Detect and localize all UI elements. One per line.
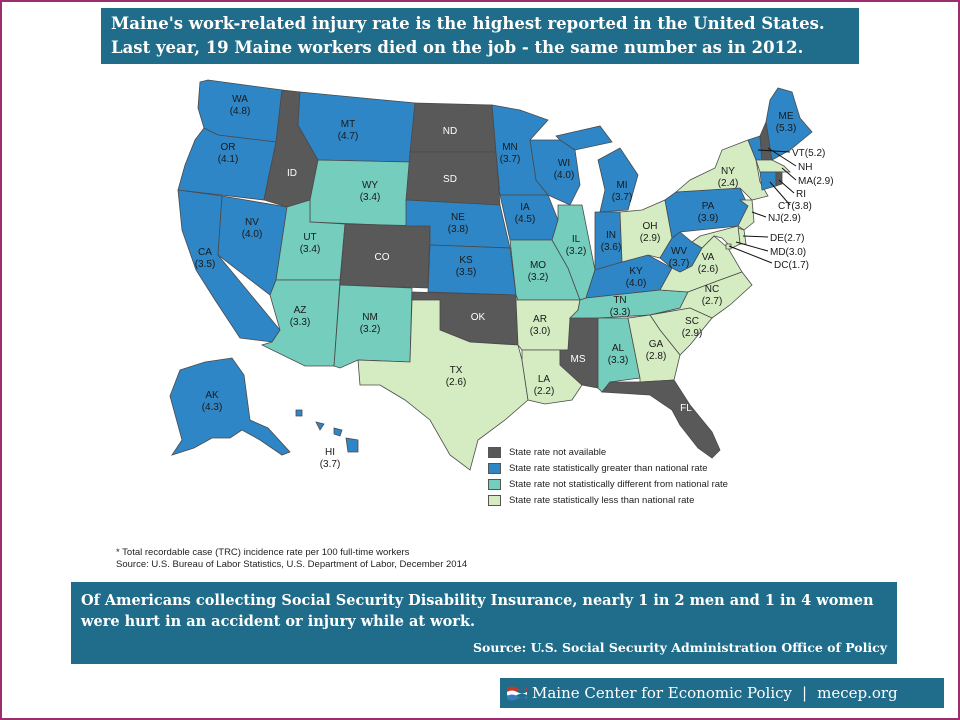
label-nm: NM (3.2) (360, 312, 381, 335)
label-wi: WI (4.0) (554, 158, 575, 181)
label-ca: CA (3.5) (195, 247, 216, 270)
state-ct (759, 171, 777, 191)
label-ar: AR (3.0) (530, 314, 551, 337)
footer-divider: | (802, 684, 808, 702)
label-wa: WA (4.8) (230, 94, 251, 117)
label-mt: MT (4.7) (338, 119, 359, 142)
label-sd: SD (443, 174, 457, 185)
label-va: VA (2.6) (698, 252, 719, 275)
legend-label: State rate not available (509, 446, 607, 458)
label-md: MD(3.0) (770, 247, 806, 258)
state-ma (755, 159, 791, 173)
footnote: * Total recordable case (TRC) incidence … (116, 547, 410, 558)
headline-line-1: Maine's work-related injury rate is the … (111, 14, 825, 33)
label-ky: KY (4.0) (626, 266, 647, 289)
label-mn: MN (3.7) (500, 142, 521, 165)
label-ia: IA (4.5) (515, 202, 536, 225)
label-id: ID (287, 168, 297, 179)
label-la: LA (2.2) (534, 374, 555, 397)
state-hi (295, 409, 359, 453)
label-ks: KS (3.5) (456, 255, 477, 278)
state-ri (775, 171, 783, 187)
state-dc (725, 243, 732, 250)
state-tx (357, 299, 529, 471)
label-nj: NJ(2.9) (768, 213, 801, 224)
state-mi (555, 125, 639, 213)
map-legend: State rate not available State rate stat… (488, 444, 728, 508)
label-mi: MI (3.7) (612, 180, 633, 203)
label-ok: OK (471, 312, 486, 323)
headline-banner: Maine's work-related injury rate is the … (101, 8, 859, 64)
label-al: AL (3.3) (608, 343, 629, 366)
state-ak (169, 357, 291, 456)
legend-item-less: State rate statistically less than natio… (488, 492, 728, 508)
label-co: CO (375, 252, 390, 263)
legend-item-not-available: State rate not available (488, 444, 728, 460)
legend-label: State rate statistically greater than na… (509, 462, 708, 474)
label-dc: DC(1.7) (774, 260, 809, 271)
label-ut: UT (3.4) (300, 232, 321, 255)
callout-source: Source: U.S. Social Security Administrat… (473, 640, 887, 655)
label-ma: MA(2.9) (798, 176, 834, 187)
state-me (765, 87, 813, 161)
footer-brand: Maine Center for Economic Policy | mecep… (500, 678, 944, 708)
label-il: IL (3.2) (566, 234, 587, 257)
callout-banner: Of Americans collecting Social Security … (71, 582, 897, 664)
label-hi: HI (3.7) (320, 447, 341, 470)
label-ne: NE (3.8) (448, 212, 469, 235)
label-vt: VT(5.2) (792, 148, 825, 159)
callout-line-1: Of Americans collecting Social Security … (81, 592, 874, 609)
label-in: IN (3.6) (601, 230, 622, 253)
legend-label: State rate not statistically different f… (509, 478, 728, 490)
label-wy: WY (3.4) (360, 180, 381, 203)
label-nh: NH (798, 162, 812, 173)
legend-swatch (488, 446, 501, 458)
label-nd: ND (443, 126, 457, 137)
legend-item-not-different: State rate not statistically different f… (488, 476, 728, 492)
legend-item-greater: State rate statistically greater than na… (488, 460, 728, 476)
state-ga (627, 314, 681, 383)
label-pa: PA (3.9) (698, 201, 719, 224)
us-injury-rate-map: WA (4.8) OR (4.1) CA (3.5) NV (4.0) ID MT (4.… (169, 79, 834, 471)
label-mo: MO (3.2) (528, 260, 549, 283)
legend-swatch (488, 494, 501, 506)
legend-label: State rate statistically less than natio… (509, 494, 695, 506)
headline-line-2: Last year, 19 Maine workers died on the … (111, 38, 804, 57)
callout-leaders (728, 147, 797, 264)
legend-swatch (488, 478, 501, 490)
legend-swatch (488, 462, 501, 474)
callout-line-2: were hurt in an accident or injury while… (81, 613, 476, 630)
state-nc (649, 271, 753, 319)
label-sc: SC (2.9) (682, 316, 703, 339)
label-tn: TN (3.3) (610, 295, 631, 318)
label-oh: OH (2.9) (640, 221, 661, 244)
label-nv: NV (4.0) (242, 217, 263, 240)
label-tx: TX (2.6) (446, 365, 467, 388)
label-fl: FL (680, 403, 692, 414)
label-az: AZ (3.3) (290, 305, 311, 328)
label-ms: MS (571, 354, 586, 365)
label-ak: AK (4.3) (202, 390, 223, 413)
state-md (691, 225, 741, 249)
label-wv: WV (3.7) (669, 246, 690, 269)
label-nc: NC (2.7) (702, 284, 723, 307)
data-source: Source: U.S. Bureau of Labor Statistics,… (116, 559, 468, 570)
label-me: ME (5.3) (776, 111, 797, 134)
footer-org-name: Maine Center for Economic Policy (532, 684, 793, 702)
state-fl (601, 379, 721, 459)
label-ct: CT(3.8) (778, 201, 812, 212)
label-de: DE(2.7) (770, 233, 804, 244)
mecep-flag-icon (507, 686, 527, 701)
footer-website: mecep.org (817, 684, 898, 702)
label-or: OR (4.1) (218, 142, 239, 165)
map-notes: * Total recordable case (TRC) incidence … (116, 547, 467, 571)
label-ny: NY (2.4) (718, 166, 739, 189)
label-ri: RI (796, 189, 806, 200)
label-ga: GA (2.8) (646, 339, 667, 362)
state-mt (297, 91, 416, 163)
